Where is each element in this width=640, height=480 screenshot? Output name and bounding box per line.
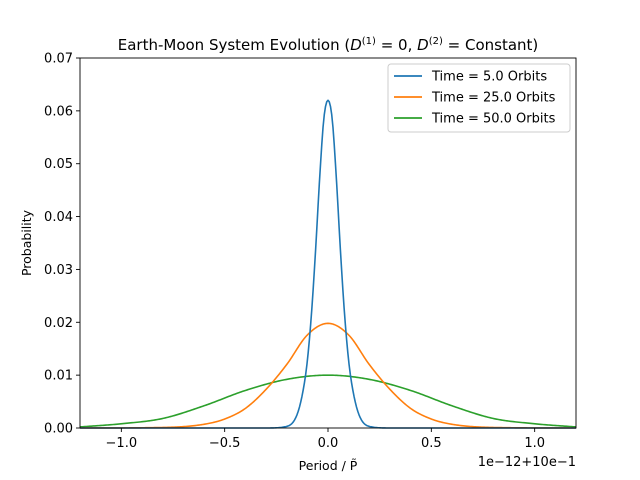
legend-label: Time = 5.0 Orbits (431, 70, 547, 85)
legend-items: Time = 5.0 Orbits Time = 25.0 Orbits Time … (394, 70, 556, 127)
y-axis-label: Probability (19, 209, 34, 276)
x-axis: −1.0 −0.5 0.0 0.5 1.0 (106, 428, 545, 451)
x-tick-label: −0.5 (209, 436, 241, 451)
x-axis-label: Period / P̃ (299, 458, 358, 473)
y-tick-label: 0.00 (44, 422, 73, 437)
legend-box (387, 63, 571, 133)
y-axis: 0.00 0.01 0.02 0.03 0.04 0.05 0.06 0.07 (44, 52, 80, 437)
x-tick-label: 0.5 (421, 436, 442, 451)
y-tick-label: 0.06 (44, 104, 73, 119)
series-line-3 (79, 374, 577, 428)
chart-title: Earth-Moon System Evolution (D(1) = 0, D… (118, 36, 539, 54)
y-tick-label: 0.02 (44, 316, 73, 331)
legend: Time = 5.0 Orbits Time = 25.0 Orbits Time … (387, 63, 571, 133)
x-tick-label: 1.0 (524, 436, 545, 451)
plot-area (79, 57, 577, 429)
y-tick-label: 0.04 (44, 210, 73, 225)
legend-label: Time = 25.0 Orbits (431, 91, 556, 106)
y-tick-label: 0.05 (44, 157, 73, 172)
x-axis-offset-text: 1e−12+10e−1 (478, 455, 576, 470)
x-tick-label: −1.0 (106, 436, 138, 451)
y-tick-label: 0.07 (44, 52, 73, 67)
y-tick-label: 0.01 (44, 369, 73, 384)
legend-label: Time = 50.0 Orbits (431, 112, 556, 127)
y-tick-label: 0.03 (44, 263, 73, 278)
x-tick-label: 0.0 (318, 436, 339, 451)
